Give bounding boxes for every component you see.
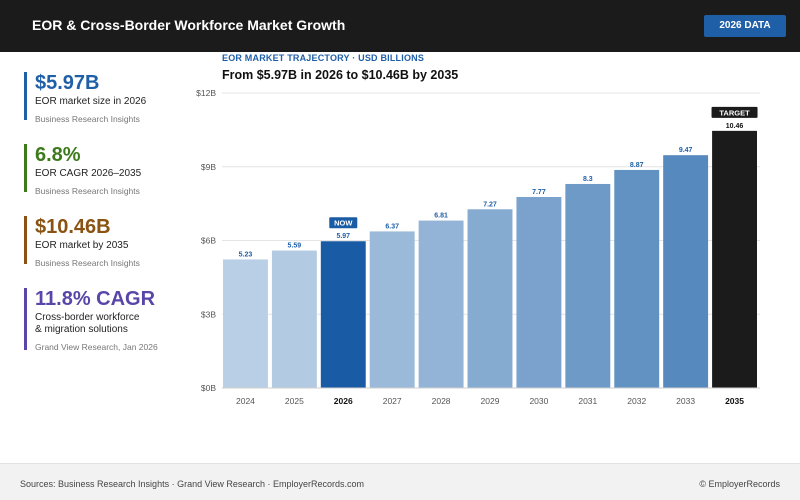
bar-2029 [467, 209, 513, 388]
x-tick-label: 2027 [383, 396, 402, 406]
y-tick-label: $9B [201, 162, 216, 172]
chart-subtitle: EOR MARKET TRAJECTORY · USD BILLIONS [222, 53, 425, 63]
stat-source: Business Research Insights [35, 186, 140, 196]
bar-2026 [320, 241, 366, 388]
data-label: 7.77 [532, 189, 546, 196]
x-tick-label: 2035 [725, 396, 744, 406]
callout-label: NOW [334, 219, 353, 228]
chart-title: From $5.97B in 2026 to $10.46B by 2035 [222, 68, 459, 82]
x-tick-label: 2033 [676, 396, 695, 406]
y-tick-label: $12B [196, 88, 216, 98]
footer: Sources: Business Research Insights · Gr… [0, 463, 800, 500]
bar-2024 [223, 259, 268, 388]
x-tick-label: 2025 [285, 396, 304, 406]
page-title: EOR & Cross-Border Workforce Market Grow… [32, 17, 346, 33]
data-label: 6.37 [385, 223, 399, 230]
y-tick-label: $6B [201, 236, 216, 246]
data-year-badge: 2026 DATA [704, 15, 786, 37]
stat-value: 6.8% [35, 144, 81, 166]
data-label: 6.81 [434, 213, 448, 220]
stat-label: Cross-border workforce & migration solut… [35, 312, 140, 335]
data-label: 5.97 [336, 233, 350, 240]
x-tick-label: 2029 [481, 396, 500, 406]
data-label: 8.3 [583, 176, 593, 183]
x-tick-label: 2024 [236, 396, 255, 406]
x-tick-label: 2030 [529, 396, 548, 406]
stat-eor-cagr: 6.8% EOR CAGR 2026–2035 Business Researc… [24, 144, 194, 196]
bar-2030 [516, 196, 562, 388]
stat-source: Business Research Insights [35, 258, 140, 268]
data-label: 5.23 [239, 251, 253, 258]
bar-2035 [712, 130, 757, 388]
stat-value: $10.46B [35, 216, 111, 238]
y-tick-label: $3B [201, 309, 216, 319]
stat-source: Business Research Insights [35, 114, 140, 124]
stat-cross-border-cagr: 11.8% CAGR Cross-border workforce & migr… [24, 288, 194, 352]
data-label: 8.87 [630, 162, 644, 169]
x-tick-label: 2032 [627, 396, 646, 406]
header-bar: EOR & Cross-Border Workforce Market Grow… [0, 0, 800, 52]
bar-2025 [271, 250, 317, 388]
bar-chart: $0B $3B $6B $9B $12B 5.23 2024 5.59 2025 5.97 2026… [196, 88, 760, 406]
x-tick-label: 2028 [432, 396, 451, 406]
data-label: 9.47 [679, 147, 693, 154]
stat-market-size-2026: $5.97B EOR market size in 2026 Business … [24, 72, 194, 124]
data-label: 7.27 [483, 201, 497, 208]
stat-label: EOR market size in 2026 [35, 96, 147, 107]
bar-2031 [565, 183, 611, 388]
x-tick-label: 2031 [578, 396, 597, 406]
callout-label: TARGET [719, 108, 750, 117]
bar-2027 [369, 231, 415, 388]
stat-label: EOR market by 2035 [35, 240, 129, 251]
data-label: 10.46 [726, 123, 744, 130]
y-tick-label: $0B [201, 383, 216, 393]
bar-2028 [418, 220, 464, 388]
stat-label: EOR CAGR 2026–2035 [35, 168, 142, 179]
stat-market-size-2035: $10.46B EOR market by 2035 Business Rese… [24, 216, 194, 268]
stat-value: $5.97B [35, 72, 100, 94]
footer-copyright: © EmployerRecords [699, 479, 780, 489]
callout-tag [711, 106, 758, 118]
stat-value: 11.8% CAGR [35, 288, 156, 310]
data-label: 5.59 [288, 243, 302, 250]
bar-2033 [663, 155, 709, 388]
callout-tag [329, 217, 358, 229]
x-tick-label: 2026 [334, 396, 353, 406]
footer-sources: Sources: Business Research Insights · Gr… [20, 479, 364, 489]
bar-2032 [614, 169, 660, 388]
stat-source: Grand View Research, Jan 2026 [35, 342, 158, 352]
